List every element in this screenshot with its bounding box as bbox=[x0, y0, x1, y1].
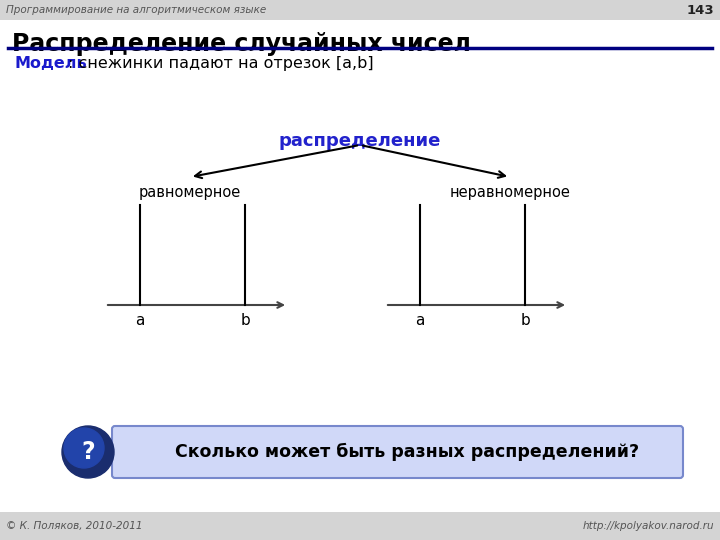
Text: равномерное: равномерное bbox=[139, 185, 241, 200]
Text: Распределение случайных чисел: Распределение случайных чисел bbox=[12, 32, 471, 56]
Text: a: a bbox=[415, 313, 425, 328]
Text: http://kpolyakov.narod.ru: http://kpolyakov.narod.ru bbox=[582, 521, 714, 531]
Text: a: a bbox=[135, 313, 145, 328]
Text: 143: 143 bbox=[686, 3, 714, 17]
Circle shape bbox=[62, 426, 114, 478]
Text: : снежинки падают на отрезок [a,b]: : снежинки падают на отрезок [a,b] bbox=[68, 56, 374, 71]
Text: b: b bbox=[240, 313, 250, 328]
Text: © К. Поляков, 2010-2011: © К. Поляков, 2010-2011 bbox=[6, 521, 143, 531]
Text: Программирование на алгоритмическом языке: Программирование на алгоритмическом язык… bbox=[6, 5, 266, 15]
FancyBboxPatch shape bbox=[112, 426, 683, 478]
Text: b: b bbox=[520, 313, 530, 328]
Text: Сколько может быть разных распределений?: Сколько может быть разных распределений? bbox=[176, 443, 639, 461]
Text: ?: ? bbox=[81, 440, 95, 464]
Text: Модель: Модель bbox=[14, 56, 86, 71]
Bar bbox=[0, 0, 720, 20]
Text: неравномерное: неравномерное bbox=[449, 185, 570, 200]
Bar bbox=[0, 512, 720, 540]
Text: распределение: распределение bbox=[279, 132, 441, 150]
Circle shape bbox=[64, 428, 104, 468]
